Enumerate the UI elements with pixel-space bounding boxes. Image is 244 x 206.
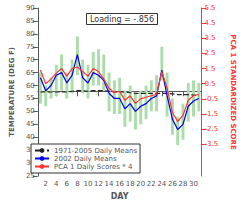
svg-text:DAY: DAY bbox=[111, 192, 129, 201]
svg-text:2002 Daily Means: 2002 Daily Means bbox=[54, 155, 117, 163]
svg-text:TEMPERATURE (DEG F): TEMPERATURE (DEG F) bbox=[8, 47, 16, 137]
svg-text:40: 40 bbox=[26, 133, 35, 141]
svg-text:75: 75 bbox=[26, 43, 35, 51]
svg-text:45: 45 bbox=[26, 120, 35, 128]
svg-text:PCA 1 Daily Scores * 4: PCA 1 Daily Scores * 4 bbox=[54, 163, 133, 171]
svg-text:60: 60 bbox=[26, 82, 35, 90]
svg-text:14: 14 bbox=[105, 180, 114, 188]
svg-text:85: 85 bbox=[26, 17, 35, 25]
svg-text:0.5: 0.5 bbox=[204, 80, 215, 88]
svg-text:6: 6 bbox=[65, 180, 70, 188]
svg-text:22: 22 bbox=[147, 180, 156, 188]
svg-text:10: 10 bbox=[83, 180, 92, 188]
svg-text:65: 65 bbox=[26, 69, 35, 77]
svg-text:2: 2 bbox=[43, 180, 47, 188]
svg-text:16: 16 bbox=[115, 180, 124, 188]
svg-text:50: 50 bbox=[26, 107, 35, 115]
svg-text:5.5: 5.5 bbox=[204, 4, 215, 12]
svg-text:55: 55 bbox=[26, 94, 35, 102]
svg-text:90: 90 bbox=[26, 4, 35, 12]
svg-text:1971-2005 Daily Means: 1971-2005 Daily Means bbox=[54, 147, 137, 155]
svg-text:20: 20 bbox=[136, 180, 145, 188]
svg-text:3.5: 3.5 bbox=[204, 34, 215, 42]
svg-text:Loading = -.856: Loading = -.856 bbox=[90, 15, 154, 24]
svg-text:26: 26 bbox=[168, 180, 177, 188]
svg-text:25: 25 bbox=[25, 172, 35, 180]
svg-text:PCA 1 STANDARDIZED SCORE: PCA 1 STANDARDIZED SCORE bbox=[229, 34, 237, 150]
svg-text:70: 70 bbox=[26, 56, 35, 64]
svg-text:8: 8 bbox=[75, 180, 79, 188]
svg-text:30: 30 bbox=[189, 180, 198, 188]
svg-text:4.5: 4.5 bbox=[204, 19, 215, 27]
svg-text:-0.5: -0.5 bbox=[204, 95, 218, 103]
svg-text:-3.5: -3.5 bbox=[204, 140, 218, 148]
svg-text:80: 80 bbox=[26, 30, 35, 38]
svg-text:1.5: 1.5 bbox=[204, 65, 215, 73]
svg-text:12: 12 bbox=[94, 180, 103, 188]
svg-text:30: 30 bbox=[25, 159, 35, 168]
svg-text:2.5: 2.5 bbox=[204, 49, 215, 57]
svg-text:-1.5: -1.5 bbox=[204, 110, 218, 118]
svg-text:24: 24 bbox=[157, 180, 166, 188]
svg-text:4: 4 bbox=[54, 180, 59, 188]
svg-text:18: 18 bbox=[126, 180, 135, 188]
svg-text:-2.5: -2.5 bbox=[204, 125, 218, 133]
svg-text:28: 28 bbox=[179, 180, 188, 188]
svg-text:35: 35 bbox=[25, 146, 35, 155]
